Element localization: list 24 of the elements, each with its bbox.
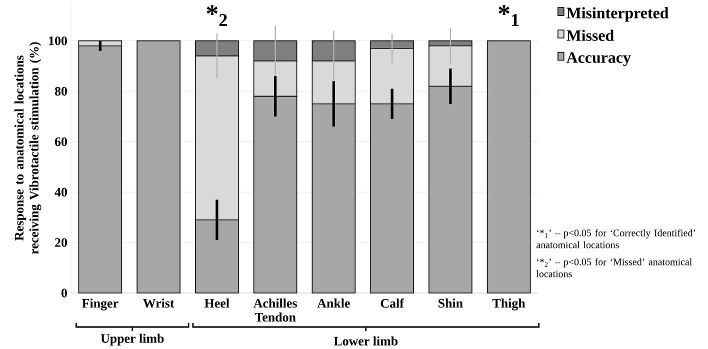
annotation: *$_{2}$ [206,5,227,26]
legend-label: Misinterpreted [566,7,669,22]
legend-label: Missed [566,30,614,41]
x-tick-label: Thigh [492,298,526,310]
x-tick-label: Wrist [143,298,174,308]
annotation: *$_{1}$ [498,5,519,26]
annotation: ‘*$_{1}$’ – p<0.05 for ‘Correctly Identified’ anatomical locations [536,229,696,248]
y-axis-title: Response to anatomical locations receiving Vibrotactile stimulation (%) [14,42,42,254]
x-tick-label: Heel [204,298,230,308]
x-tick-label: Achilles Tendon [253,298,297,322]
annotation: ‘*$_{2}$’ – p<0.05 for ‘Missed’ anatomical locations [536,258,692,278]
y-tick-label: 80 [54,86,67,96]
y-tick-label: 100 [49,36,67,46]
y-tick-label: 0 [62,288,67,298]
legend-label: Accuracy [566,52,631,66]
x-tick-label: Finger [82,298,118,310]
text: Lower limb [334,336,398,346]
y-tick-label: 40 [54,188,67,196]
x-tick-label: Ankle [317,298,350,308]
text: Upper limb [100,334,164,346]
x-tick-label: Shin [438,298,463,308]
y-tick-label: 20 [55,238,67,247]
y-tick-label: 60 [54,137,67,146]
x-tick-label: Calf [380,298,404,308]
